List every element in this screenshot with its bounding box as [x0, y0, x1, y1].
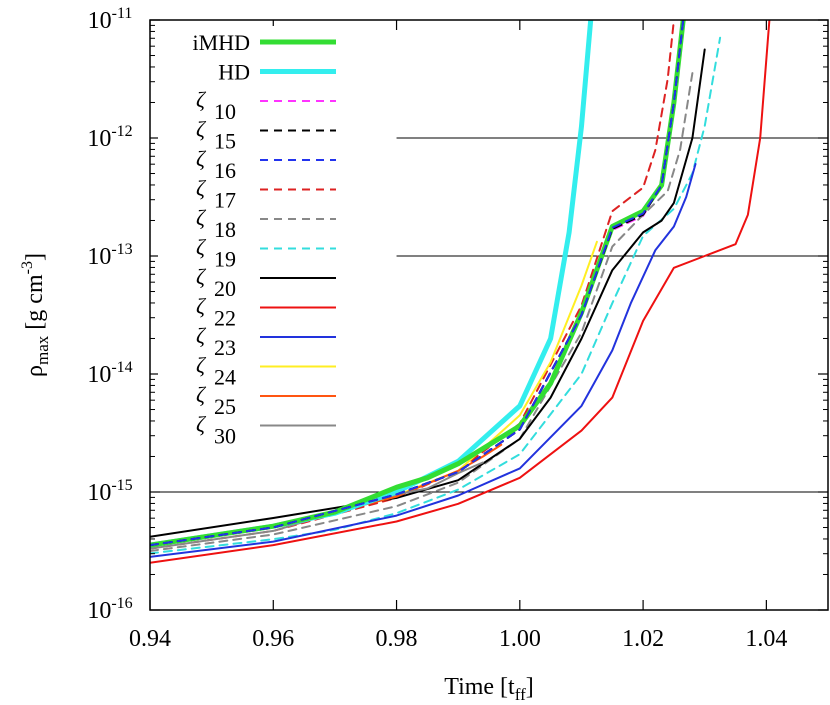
zeta-symbol: ζ — [196, 176, 207, 201]
legend-label-iMHD: iMHD — [193, 30, 250, 55]
zeta-symbol: ζ — [196, 146, 207, 171]
y-axis-label-sup: -3 — [19, 261, 36, 274]
y-tick-label: 10-16 — [87, 595, 132, 624]
y-tick-label: 10-13 — [87, 241, 132, 270]
zeta-symbol: ζ — [196, 323, 207, 348]
zeta-symbol: ζ — [196, 205, 207, 230]
x-axis-label-end: ] — [526, 674, 534, 700]
zeta-symbol: ζ — [196, 382, 207, 407]
series-line-17 — [150, 20, 675, 550]
x-tick-label: 1.04 — [745, 626, 787, 652]
legend-label-30: 30 — [214, 424, 236, 449]
legend-label-10: 10 — [214, 99, 236, 124]
x-tick-label: 0.94 — [129, 626, 171, 652]
y-tick-label: 10-11 — [88, 5, 133, 34]
y-axis-label-sub: max — [33, 335, 52, 365]
x-axis-label-sub: ff — [515, 685, 526, 704]
zeta-symbol: ζ — [196, 87, 207, 112]
series-line-23 — [150, 163, 697, 558]
reference-lines — [150, 137, 828, 493]
x-tick-label: 1.02 — [622, 626, 664, 652]
axis-ticks: 0.94 0.96 0.98 1.00 1.02 1.04 10-16 10-15 10-14 1… — [87, 5, 828, 652]
y-axis-label-rho: ρ — [22, 365, 48, 377]
x-axis-label: Time [tff] — [444, 674, 533, 704]
legend-background — [158, 26, 346, 466]
legend-label-24: 24 — [214, 365, 236, 390]
y-tick-label: 10-15 — [87, 477, 132, 506]
legend: iMHD HD ζ 10 ζ 15 ζ 16 ζ 17 ζ 18 ζ 19 ζ 20 ζ 22 ζ 23 ζ 24 ζ 25 ζ… — [193, 30, 336, 449]
series-layer — [150, 20, 771, 564]
y-tick-label: 10-14 — [87, 359, 132, 388]
legend-label-23: 23 — [214, 335, 236, 360]
y-axis-label-units: [g cm — [22, 274, 48, 336]
y-axis-label-end: ] — [22, 253, 48, 261]
y-axis-label: ρmax [g cm-3] — [19, 253, 52, 377]
series-line-30 — [150, 461, 484, 550]
zeta-symbol: ζ — [196, 264, 207, 289]
series-line-22 — [150, 20, 771, 564]
zeta-symbol: ζ — [196, 294, 207, 319]
series-line-20 — [150, 48, 706, 538]
zeta-symbol: ζ — [196, 117, 207, 142]
plot-frame — [149, 19, 829, 611]
x-tick-label: 0.98 — [376, 626, 418, 652]
legend-label-25: 25 — [214, 394, 236, 419]
legend-label-18: 18 — [214, 217, 236, 242]
y-tick-label: 10-12 — [87, 123, 132, 152]
legend-label-HD: HD — [218, 60, 250, 85]
legend-label-22: 22 — [214, 306, 236, 331]
x-tick-label: 0.96 — [252, 626, 294, 652]
x-axis-label-main: Time [t — [444, 674, 515, 700]
series-line-16 — [150, 20, 685, 547]
zeta-symbol: ζ — [196, 412, 207, 437]
x-tick-label: 1.00 — [499, 626, 541, 652]
zeta-symbol: ζ — [196, 353, 207, 378]
legend-label-15: 15 — [214, 129, 236, 154]
legend-label-17: 17 — [214, 188, 236, 213]
legend-label-16: 16 — [214, 158, 236, 183]
legend-label-19: 19 — [214, 247, 236, 272]
legend-label-20: 20 — [214, 276, 236, 301]
zeta-symbol: ζ — [196, 235, 207, 260]
series-line-18 — [150, 72, 694, 552]
